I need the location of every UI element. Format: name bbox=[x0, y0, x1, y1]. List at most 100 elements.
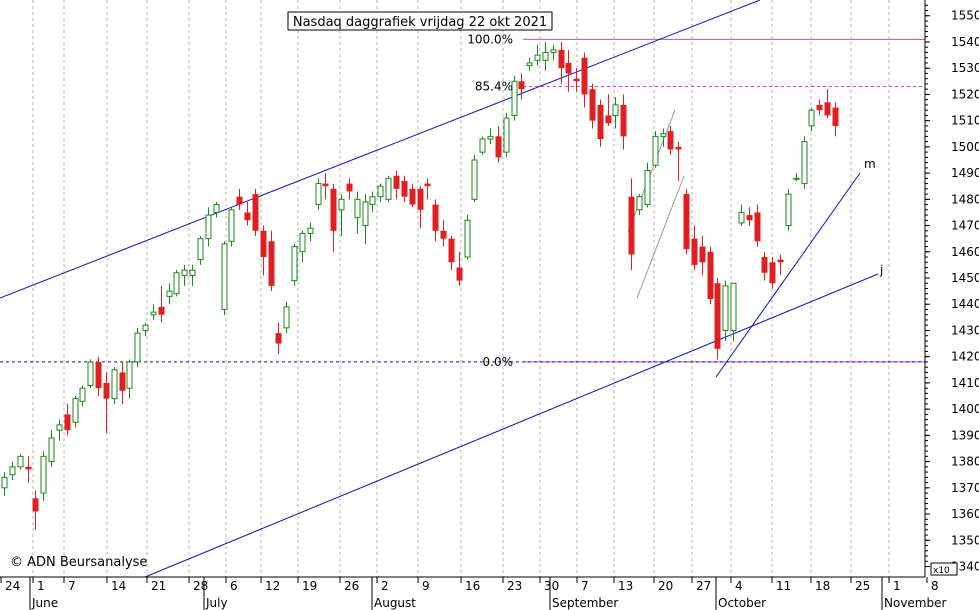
x-tick-label: 8 bbox=[931, 579, 939, 593]
scale-note-box bbox=[930, 562, 958, 576]
x-tick-label: 11 bbox=[776, 579, 791, 593]
x-tick-label: 27 bbox=[696, 579, 711, 593]
fib-level-label: 0.0% bbox=[483, 355, 514, 369]
candle-body-down bbox=[409, 188, 416, 205]
month-label: June bbox=[31, 596, 58, 610]
candle-body-up bbox=[79, 387, 86, 402]
x-axis: 24 1 7 14 21 28 6 12 19 26 2 9 16 23 30 7 13 20 27 4 11 18 25 1… bbox=[0, 577, 946, 610]
x-tick-label: 30 bbox=[544, 579, 559, 593]
candle-body-up bbox=[17, 455, 24, 468]
candle-body-down bbox=[260, 230, 267, 258]
candle-body-down bbox=[832, 107, 839, 126]
candle-body-down bbox=[667, 131, 674, 150]
candle-body-down bbox=[236, 196, 243, 205]
candle-body-up bbox=[636, 196, 643, 211]
candle-body-down bbox=[401, 180, 408, 197]
candle-body-up bbox=[197, 238, 204, 261]
scale-note: x10 bbox=[933, 566, 950, 576]
candle-body-up bbox=[166, 290, 173, 297]
x-tick-label: 24 bbox=[5, 579, 20, 593]
candle-body-up bbox=[785, 193, 792, 227]
candle-body-up bbox=[189, 269, 196, 276]
candle-body-up bbox=[205, 214, 212, 240]
x-tick-label: 13 bbox=[618, 579, 633, 593]
candle-body-up bbox=[111, 369, 118, 400]
x-tick-label: 23 bbox=[507, 579, 522, 593]
candle-body-down bbox=[275, 333, 282, 344]
candle-body-down bbox=[252, 194, 259, 231]
channel-upper-line bbox=[0, 0, 761, 299]
candles bbox=[1, 41, 839, 530]
y-tick-label: 1480 bbox=[951, 192, 979, 206]
candle-body-up bbox=[730, 282, 737, 331]
candle-body-up bbox=[307, 227, 314, 234]
x-tick-label: 7 bbox=[581, 579, 589, 593]
candle-body-up bbox=[150, 311, 157, 316]
fib-level-label: 85.4% bbox=[475, 80, 513, 94]
candle-body-down bbox=[558, 49, 565, 69]
month-label: July bbox=[205, 596, 228, 610]
month-label: August bbox=[374, 596, 416, 610]
y-tick-label: 1540 bbox=[951, 35, 979, 49]
x-tick-label: 9 bbox=[422, 579, 430, 593]
candle-body-up bbox=[503, 117, 510, 153]
candle-body-up bbox=[652, 135, 659, 166]
candle-body-down bbox=[456, 267, 463, 281]
x-tick-label: 1 bbox=[37, 579, 45, 593]
candle-body-up bbox=[487, 135, 494, 140]
candle-body-down bbox=[597, 104, 604, 140]
x-tick-label: 26 bbox=[344, 579, 359, 593]
candle-body-up bbox=[722, 285, 729, 331]
y-tick-label: 1390 bbox=[951, 428, 979, 442]
x-tick-label: 7 bbox=[68, 579, 76, 593]
grey-trendline bbox=[627, 109, 676, 233]
x-tick-label: 20 bbox=[658, 579, 673, 593]
annotations: 100.0% 85.4% 0.0% m j bbox=[467, 32, 883, 369]
candle-body-down bbox=[691, 238, 698, 265]
candle-body-up bbox=[72, 398, 79, 423]
candle-body-up bbox=[511, 80, 518, 116]
y-tick-label: 1500 bbox=[951, 140, 979, 154]
chart-grid bbox=[32, 0, 890, 577]
x-tick-label: 6 bbox=[230, 579, 238, 593]
grey-trendline bbox=[636, 175, 685, 299]
x-tick-label: 19 bbox=[302, 579, 317, 593]
candle-body-down bbox=[432, 204, 439, 231]
candle-body-up bbox=[660, 133, 667, 137]
x-tick-label: 4 bbox=[735, 579, 743, 593]
candle-body-down bbox=[119, 372, 126, 391]
candle-body-down bbox=[589, 89, 596, 121]
y-tick-label: 1350 bbox=[951, 533, 979, 547]
candle-body-up bbox=[40, 455, 47, 494]
candle-body-up bbox=[534, 54, 541, 61]
candle-body-up bbox=[213, 204, 220, 213]
copyright-label: © ADN Beursanalyse bbox=[10, 555, 147, 570]
candle-body-up bbox=[542, 51, 549, 61]
month-label: October bbox=[718, 596, 766, 610]
x-tick-label: 21 bbox=[151, 579, 166, 593]
candle-body-up bbox=[550, 49, 557, 53]
x-tick-label: 12 bbox=[265, 579, 280, 593]
candle-body-down bbox=[714, 283, 721, 349]
candle-body-down bbox=[158, 306, 165, 315]
candle-body-up bbox=[793, 177, 800, 180]
candle-body-down bbox=[417, 188, 424, 210]
candle-body-up bbox=[808, 109, 815, 127]
trendline-label-m: m bbox=[864, 157, 876, 171]
y-tick-label: 1380 bbox=[951, 455, 979, 469]
candle-body-down bbox=[103, 382, 110, 399]
candle-body-down bbox=[816, 104, 823, 111]
candle-body-up bbox=[354, 198, 361, 219]
candle-body-down bbox=[322, 183, 329, 187]
x-tick-label: 28 bbox=[193, 579, 208, 593]
candle-body-up bbox=[56, 424, 63, 431]
candle-body-up bbox=[1, 476, 8, 489]
channel-lower-line bbox=[144, 273, 879, 578]
candle-body-up bbox=[228, 209, 235, 242]
candle-body-down bbox=[699, 246, 706, 263]
candle-body-up bbox=[526, 62, 533, 67]
y-tick-label: 1360 bbox=[951, 507, 979, 521]
candle-body-down bbox=[605, 115, 612, 124]
candle-body-down bbox=[495, 136, 502, 158]
